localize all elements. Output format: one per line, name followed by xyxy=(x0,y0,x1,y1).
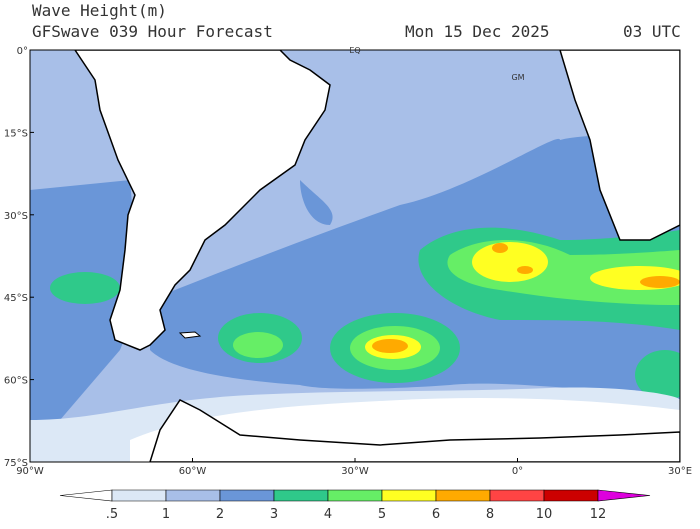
colorbar-swatch xyxy=(327,489,383,502)
title: Wave Height(m) xyxy=(32,1,167,20)
lat-label: 45°S xyxy=(4,293,28,304)
region xyxy=(492,243,508,253)
date: Mon 15 Dec 2025 xyxy=(405,22,550,41)
colorbar-label: 2 xyxy=(216,507,224,522)
colorbar-label: 12 xyxy=(590,507,607,522)
lat-label: 0° xyxy=(17,46,28,57)
region xyxy=(372,339,408,353)
colorbar-label: .5 xyxy=(106,507,118,522)
region xyxy=(50,272,120,304)
lon-label: 30°W xyxy=(341,466,369,477)
lat-label: 60°S xyxy=(4,376,28,387)
region xyxy=(640,276,680,288)
region xyxy=(472,242,548,282)
subtitle: GFSwave 039 Hour Forecast xyxy=(32,22,273,41)
colorbar-swatch xyxy=(597,489,651,502)
colorbar-swatch xyxy=(435,489,491,502)
lat-label: 15°S xyxy=(4,128,28,139)
colorbar-swatch xyxy=(165,489,221,502)
falklands xyxy=(178,331,202,339)
marker: GM xyxy=(511,73,524,82)
colorbar-label: 1 xyxy=(162,507,170,522)
region xyxy=(590,266,680,290)
colorbar-swatch xyxy=(219,489,275,502)
south-america xyxy=(74,50,331,351)
region xyxy=(300,180,333,225)
lon-label: 60°W xyxy=(179,466,207,477)
region xyxy=(635,350,680,400)
colorbar-swatch xyxy=(489,489,545,502)
time: 03 UTC xyxy=(623,22,681,41)
colorbar-label: 6 xyxy=(432,507,440,522)
colorbar-label: 10 xyxy=(536,507,553,522)
region xyxy=(517,266,533,274)
colorbar-label: 5 xyxy=(378,507,386,522)
lon-label: 0° xyxy=(512,466,523,477)
lat-label: 75°S xyxy=(4,458,28,469)
lon-label: 90°W xyxy=(16,466,44,477)
map xyxy=(30,50,680,462)
colorbar-label: 4 xyxy=(324,507,332,522)
lat-label: 30°S xyxy=(4,211,28,222)
marker: EQ xyxy=(349,46,360,55)
colorbar-swatch xyxy=(381,489,437,502)
colorbar-swatch xyxy=(111,489,167,502)
africa xyxy=(559,50,680,241)
colorbar-label: 3 xyxy=(270,507,278,522)
colorbar-label: 8 xyxy=(486,507,494,522)
antarctica xyxy=(149,399,680,462)
colorbar-swatch xyxy=(59,489,113,502)
region xyxy=(233,332,283,358)
colorbar-swatch xyxy=(273,489,329,502)
colorbar-swatch xyxy=(543,489,599,502)
lon-label: 30°E xyxy=(668,466,692,477)
